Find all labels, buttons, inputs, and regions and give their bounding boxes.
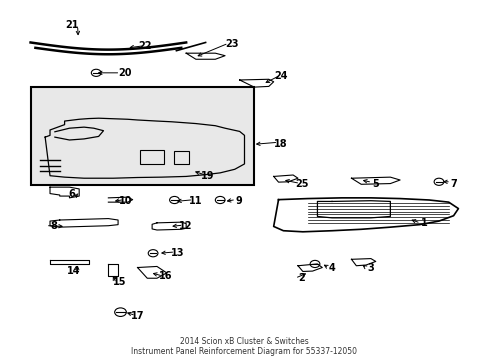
Text: 13: 13 [171,248,184,258]
Text: 12: 12 [179,221,192,231]
FancyBboxPatch shape [30,87,254,185]
Text: 2014 Scion xB Cluster & Switches
Instrument Panel Reinforcement Diagram for 5533: 2014 Scion xB Cluster & Switches Instrum… [131,337,357,356]
Text: 25: 25 [295,179,308,189]
Text: 19: 19 [201,171,214,181]
Text: 2: 2 [298,273,305,283]
Text: 24: 24 [274,71,287,81]
Text: 3: 3 [367,262,373,273]
Text: 11: 11 [189,197,202,206]
Text: 14: 14 [66,266,80,276]
Text: 18: 18 [274,139,287,149]
Bar [140,150,164,164]
Text: 22: 22 [138,41,151,51]
Text: 21: 21 [65,19,79,30]
Text: 5: 5 [372,179,378,189]
Text: 8: 8 [50,221,57,231]
Text: 10: 10 [119,197,132,206]
Text: 16: 16 [159,271,172,282]
Text: 9: 9 [235,197,242,206]
Text: 15: 15 [113,277,126,287]
Bar [174,152,188,164]
Text: 1: 1 [420,218,427,228]
Text: 20: 20 [119,68,132,78]
Text: 23: 23 [225,39,239,49]
Text: 6: 6 [68,189,75,199]
Text: 4: 4 [328,262,335,273]
Text: 7: 7 [449,179,456,189]
Text: 17: 17 [130,311,144,321]
